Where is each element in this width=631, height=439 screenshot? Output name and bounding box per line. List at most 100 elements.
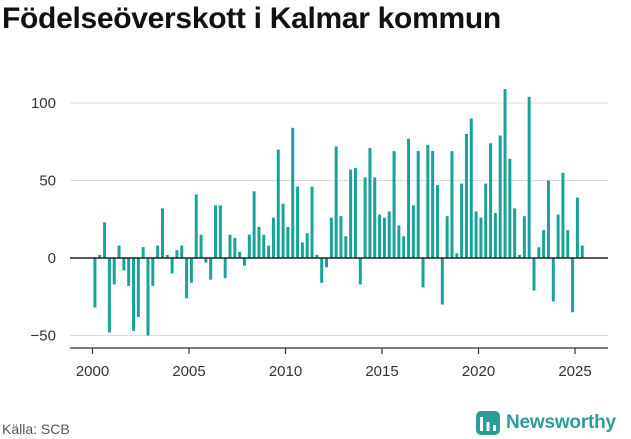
y-tick-label: 0 (48, 250, 56, 267)
bar (98, 254, 102, 258)
bar (575, 197, 579, 258)
bar (242, 258, 246, 266)
bar (325, 258, 329, 268)
bar (204, 258, 208, 263)
bar (392, 151, 396, 258)
x-tick-label: 2020 (462, 363, 495, 380)
bar (228, 234, 232, 258)
bar (397, 225, 401, 258)
bar (180, 245, 184, 258)
bar (310, 186, 314, 258)
bar (493, 213, 497, 258)
bar (93, 258, 97, 308)
bar (431, 151, 435, 258)
axes: 2000 2005 2010 2015 2020 2025 (70, 257, 608, 380)
bar (426, 144, 430, 258)
bar (484, 183, 488, 258)
bar (532, 258, 536, 291)
bar (214, 205, 218, 258)
bar (189, 258, 193, 283)
bar (160, 208, 164, 258)
bar (156, 245, 160, 258)
bar (503, 89, 507, 258)
chart-title: Födelseöverskott i Kalmar kommun (2, 2, 501, 35)
bar (460, 183, 464, 258)
bar (353, 168, 357, 258)
bar (252, 191, 256, 258)
bar (218, 205, 222, 258)
bar (378, 214, 382, 258)
x-tick-label: 2025 (558, 363, 591, 380)
bar (305, 233, 309, 258)
bar (387, 211, 391, 258)
y-tick-label: 50 (39, 173, 56, 190)
bar (276, 149, 280, 258)
brand-logo: Newsworthy (476, 409, 616, 437)
x-tick-label: 2010 (269, 363, 302, 380)
bar (551, 258, 555, 302)
x-tick-label: 2000 (76, 363, 109, 380)
bar (382, 217, 386, 258)
bar (175, 250, 179, 258)
bar (300, 242, 304, 258)
bar (349, 169, 353, 258)
bar (546, 180, 550, 258)
bar (257, 227, 261, 258)
bar (233, 237, 237, 258)
bar (103, 222, 107, 258)
bar (363, 177, 367, 258)
bar (368, 147, 372, 258)
bar (267, 245, 271, 258)
brand-name: Newsworthy (506, 412, 616, 433)
bar (223, 258, 227, 279)
source-label: Källa: SCB (2, 421, 70, 437)
bar (542, 230, 546, 258)
bar (358, 258, 362, 285)
bar (329, 217, 333, 258)
y-tick-label: 100 (31, 95, 56, 112)
bar (527, 96, 531, 258)
bar (513, 208, 517, 258)
bar (262, 234, 266, 258)
bar (320, 258, 324, 283)
bar (151, 258, 155, 286)
bar (315, 254, 319, 258)
bar (199, 234, 203, 258)
bar (440, 258, 444, 305)
bar (474, 211, 478, 258)
bar (455, 253, 459, 258)
bar (411, 205, 415, 258)
bar (479, 217, 483, 258)
bar (508, 158, 512, 258)
bar (136, 258, 140, 317)
bar (107, 258, 111, 333)
bar (127, 258, 131, 286)
y-tick-label: −50 (31, 328, 56, 345)
bar (286, 227, 290, 258)
bar (238, 251, 242, 258)
bar (334, 146, 338, 258)
x-tick-label: 2005 (172, 363, 205, 380)
bar (112, 258, 116, 285)
bars (93, 89, 584, 336)
bar (498, 135, 502, 258)
bar (402, 236, 406, 258)
bar (445, 216, 449, 258)
bar (185, 258, 189, 299)
bar (247, 234, 251, 258)
bar (146, 258, 150, 336)
bar (571, 258, 575, 313)
bar (522, 216, 526, 258)
bar (194, 194, 198, 258)
bar (281, 203, 285, 258)
bar (421, 258, 425, 288)
bar (450, 151, 454, 258)
bar-chart: −50 0 50 100 2000 2005 2010 2015 2020 2025 (31, 89, 608, 380)
bar (291, 127, 295, 258)
bar (566, 230, 570, 258)
bar (561, 172, 565, 258)
bar (271, 217, 275, 258)
grid-lines: −50 0 50 100 (31, 95, 608, 345)
bar (296, 186, 300, 258)
bar (165, 254, 169, 258)
